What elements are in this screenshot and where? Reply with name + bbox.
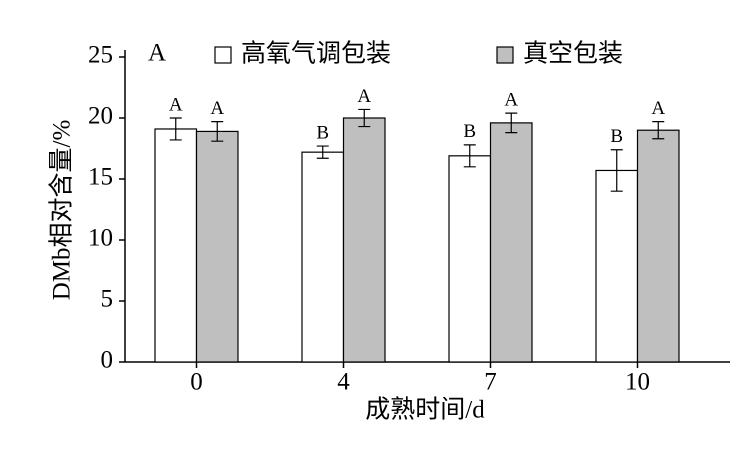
y-axis-title: DMb相对含量/% bbox=[48, 120, 76, 301]
significance-label: A bbox=[357, 86, 371, 107]
bar bbox=[636, 129, 680, 363]
error-bar bbox=[610, 149, 623, 192]
legend-label: 高氧气调包装 bbox=[241, 40, 391, 68]
bar bbox=[154, 128, 198, 363]
bar bbox=[195, 130, 239, 363]
bar bbox=[595, 169, 639, 363]
bar bbox=[448, 155, 492, 363]
y-tick-label: 20 bbox=[88, 103, 113, 130]
significance-label: B bbox=[610, 126, 623, 147]
y-tick-label: 10 bbox=[88, 225, 113, 252]
panel-label: A bbox=[148, 40, 166, 67]
significance-label: A bbox=[651, 98, 665, 119]
error-bar bbox=[316, 145, 329, 159]
significance-label: A bbox=[210, 98, 224, 119]
error-bar bbox=[211, 121, 224, 142]
x-tick-label: 4 bbox=[337, 369, 350, 396]
x-tick-label: 10 bbox=[625, 369, 650, 396]
significance-label: B bbox=[463, 121, 476, 142]
x-tick-label: 0 bbox=[190, 369, 203, 396]
y-tick-label: 0 bbox=[101, 347, 114, 374]
legend-label: 真空包装 bbox=[523, 40, 623, 68]
significance-label: A bbox=[504, 89, 518, 110]
bar bbox=[342, 117, 386, 363]
error-bar bbox=[505, 112, 518, 134]
error-bar bbox=[463, 144, 476, 168]
error-bar bbox=[652, 121, 665, 140]
y-tick-label: 5 bbox=[101, 286, 114, 313]
bar bbox=[301, 151, 345, 363]
legend-swatch bbox=[214, 46, 232, 64]
y-tick-label: 15 bbox=[88, 164, 113, 191]
significance-label: A bbox=[169, 94, 183, 115]
error-bar bbox=[358, 108, 371, 128]
significance-label: B bbox=[316, 122, 329, 143]
y-tick-label: 25 bbox=[88, 42, 113, 69]
bar bbox=[489, 122, 533, 363]
error-bar bbox=[169, 117, 182, 141]
x-axis-title: 成熟时间/d bbox=[365, 396, 485, 424]
legend-swatch bbox=[496, 46, 514, 64]
x-tick-label: 7 bbox=[484, 369, 497, 396]
